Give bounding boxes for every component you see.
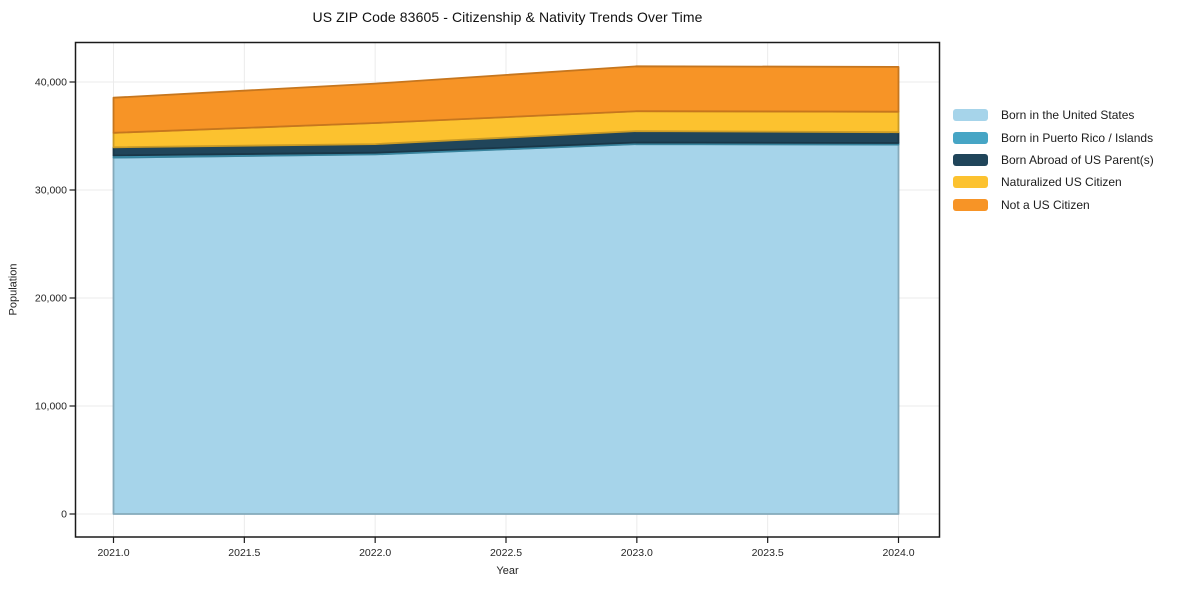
legend-label: Naturalized US Citizen — [1001, 175, 1122, 190]
legend-item: Not a US Citizen — [953, 194, 1154, 216]
x-tick-label: 2023.0 — [621, 547, 653, 559]
legend-swatch — [953, 198, 988, 211]
y-tick-label: 40,000 — [35, 77, 67, 89]
area-series — [112, 143, 900, 515]
y-axis-title: Population — [7, 263, 20, 316]
legend-item: Naturalized US Citizen — [953, 171, 1154, 193]
x-axis-title: Year — [496, 565, 519, 577]
x-tick-label: 2022.0 — [359, 547, 391, 559]
legend-item: Born Abroad of US Parent(s) — [953, 149, 1154, 171]
legend-label: Not a US Citizen — [1001, 197, 1090, 212]
x-tick-label: 2021.5 — [228, 547, 260, 559]
legend-swatch — [953, 176, 988, 189]
legend-label: Born in Puerto Rico / Islands — [1001, 130, 1154, 145]
plot-border — [74, 41, 941, 538]
chart-title: US ZIP Code 83605 - Citizenship & Nativi… — [312, 9, 703, 25]
x-tick-label: 2024.0 — [882, 547, 914, 559]
y-tick-label: 30,000 — [35, 185, 67, 197]
x-tick-label: 2021.0 — [97, 547, 129, 559]
legend-label: Born Abroad of US Parent(s) — [1001, 152, 1154, 167]
legend-item: Born in the United States — [953, 104, 1154, 126]
legend-swatch — [953, 131, 988, 144]
x-tick-label: 2022.5 — [490, 547, 522, 559]
legend-swatch — [953, 109, 988, 122]
x-tick-label: 2023.5 — [752, 547, 784, 559]
legend-swatch — [953, 153, 988, 166]
legend-label: Born in the United States — [1001, 108, 1135, 123]
y-tick-label: 10,000 — [35, 401, 67, 413]
legend: Born in the United States Born in Puerto … — [953, 104, 1154, 216]
y-tick-label: 20,000 — [35, 293, 67, 305]
legend-item: Born in Puerto Rico / Islands — [953, 126, 1154, 148]
y-tick-label: 0 — [61, 509, 67, 521]
area-series — [112, 65, 900, 134]
